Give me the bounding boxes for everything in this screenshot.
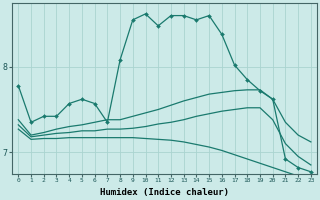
X-axis label: Humidex (Indice chaleur): Humidex (Indice chaleur) — [100, 188, 229, 197]
